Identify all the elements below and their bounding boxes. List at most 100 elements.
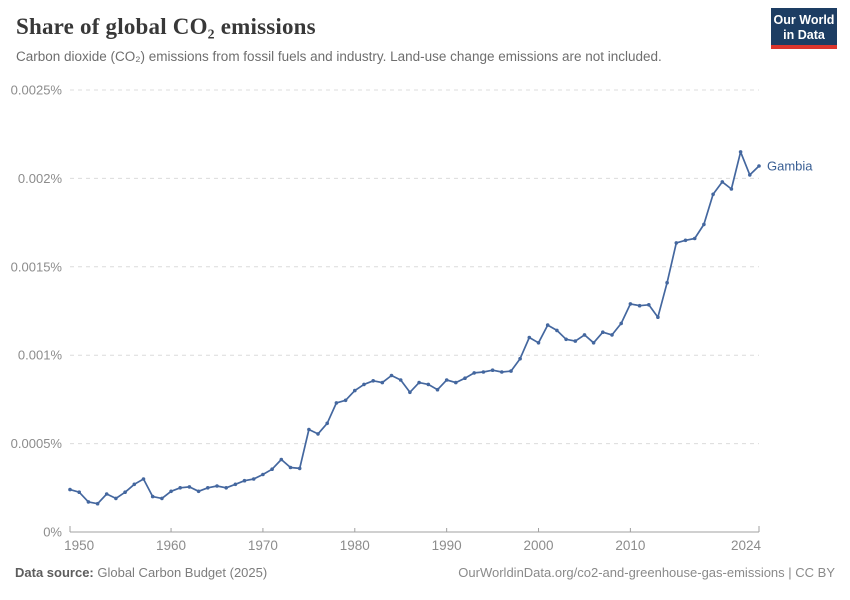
data-point[interactable] (251, 477, 256, 481)
data-point[interactable] (564, 337, 568, 342)
data-source-value: Global Carbon Budget (2025) (93, 565, 268, 580)
x-tick-label: 2000 (523, 538, 553, 553)
data-point[interactable] (628, 302, 633, 306)
data-point[interactable] (481, 370, 486, 374)
data-source-label: Data source: (15, 565, 94, 580)
data-point[interactable] (518, 356, 522, 361)
data-point[interactable] (738, 150, 743, 154)
data-point[interactable] (729, 187, 734, 191)
data-point[interactable] (637, 303, 642, 308)
y-tick-label: 0.0025% (11, 83, 63, 98)
data-point[interactable] (380, 380, 385, 385)
data-point[interactable] (325, 421, 330, 426)
x-tick-label: 1980 (340, 538, 370, 553)
data-point[interactable] (463, 376, 467, 381)
data-point[interactable] (472, 371, 477, 375)
y-tick-label: 0% (43, 525, 62, 540)
y-tick-label: 0.002% (18, 171, 63, 186)
data-point[interactable] (408, 390, 412, 395)
data-point[interactable] (95, 501, 100, 506)
y-tick-label: 0.0015% (11, 259, 63, 274)
data-point[interactable] (297, 466, 302, 471)
data-point[interactable] (555, 328, 559, 333)
data-point[interactable] (353, 388, 357, 393)
footer: Data source: Global Carbon Budget (2025)… (0, 565, 850, 580)
data-point[interactable] (132, 482, 137, 487)
data-point[interactable] (123, 490, 127, 495)
data-point[interactable] (242, 478, 247, 483)
data-point[interactable] (215, 484, 219, 488)
data-point[interactable] (261, 472, 265, 477)
data-point[interactable] (288, 465, 293, 470)
data-point[interactable] (490, 368, 495, 373)
data-point[interactable] (169, 489, 173, 494)
data-point[interactable] (711, 192, 715, 197)
data-point[interactable] (196, 489, 201, 494)
data-point[interactable] (757, 164, 761, 168)
data-point[interactable] (610, 333, 614, 337)
data-point[interactable] (656, 315, 660, 319)
data-point[interactable] (720, 180, 725, 184)
data-point[interactable] (206, 486, 210, 490)
data-point[interactable] (307, 427, 311, 432)
data-point[interactable] (86, 500, 91, 504)
series-line[interactable] (69, 151, 760, 505)
x-tick-label: 1950 (64, 538, 94, 553)
data-point[interactable] (334, 401, 339, 405)
chart-area: 0% 0.0005% 0.001% 0.0015% 0.002% 0.0025% 1950 1… (0, 82, 850, 565)
y-tick-label: 0.001% (18, 348, 63, 363)
x-tick-label: 2024 (731, 538, 762, 553)
data-point[interactable] (444, 378, 449, 382)
data-point[interactable] (371, 379, 376, 383)
data-point[interactable] (674, 241, 679, 245)
data-point[interactable] (114, 496, 118, 501)
header: Share of global CO₂ emissions Carbon dio… (0, 0, 850, 66)
data-point[interactable] (702, 222, 706, 227)
data-point[interactable] (536, 341, 541, 345)
data-point[interactable] (591, 341, 596, 345)
data-point[interactable] (582, 333, 587, 337)
data-point[interactable] (187, 485, 192, 489)
owid-logo-line2: in Data (783, 27, 825, 42)
data-point[interactable] (619, 321, 623, 326)
data-point[interactable] (435, 387, 440, 392)
data-point[interactable] (77, 490, 81, 495)
data-point[interactable] (141, 477, 146, 481)
data-point[interactable] (150, 494, 155, 499)
data-point[interactable] (748, 173, 752, 177)
data-point[interactable] (224, 486, 228, 490)
footer-link[interactable]: OurWorldinData.org/co2-and-greenhouse-ga… (458, 565, 835, 580)
data-point[interactable] (426, 382, 431, 387)
data-point[interactable] (454, 380, 458, 385)
data-point[interactable] (647, 303, 651, 307)
y-tick-label: 0.0005% (11, 436, 63, 451)
data-point[interactable] (527, 335, 532, 340)
data-point[interactable] (665, 280, 669, 285)
data-point[interactable] (279, 457, 284, 462)
data-point[interactable] (545, 323, 550, 327)
data-point[interactable] (683, 238, 688, 243)
data-point[interactable] (233, 482, 238, 487)
data-point[interactable] (573, 339, 578, 343)
data-point[interactable] (270, 467, 274, 472)
data-point[interactable] (68, 487, 72, 492)
series-label[interactable]: Gambia (767, 159, 813, 174)
data-point[interactable] (389, 373, 394, 378)
data-point[interactable] (692, 236, 697, 241)
x-tick-label: 1990 (432, 538, 462, 553)
data-point[interactable] (104, 492, 109, 496)
data-point[interactable] (160, 496, 164, 501)
data-point[interactable] (362, 382, 366, 387)
data-point[interactable] (417, 380, 421, 385)
owid-logo[interactable]: Our World in Data (771, 8, 837, 49)
data-point[interactable] (500, 370, 504, 374)
data-point[interactable] (509, 369, 513, 373)
x-tick-label: 2010 (615, 538, 645, 553)
data-point[interactable] (178, 486, 182, 490)
data-point[interactable] (316, 432, 320, 436)
data-point[interactable] (398, 378, 403, 382)
data-point[interactable] (343, 398, 348, 403)
page-title: Share of global CO₂ emissions (16, 14, 316, 39)
data-point[interactable] (601, 330, 605, 334)
